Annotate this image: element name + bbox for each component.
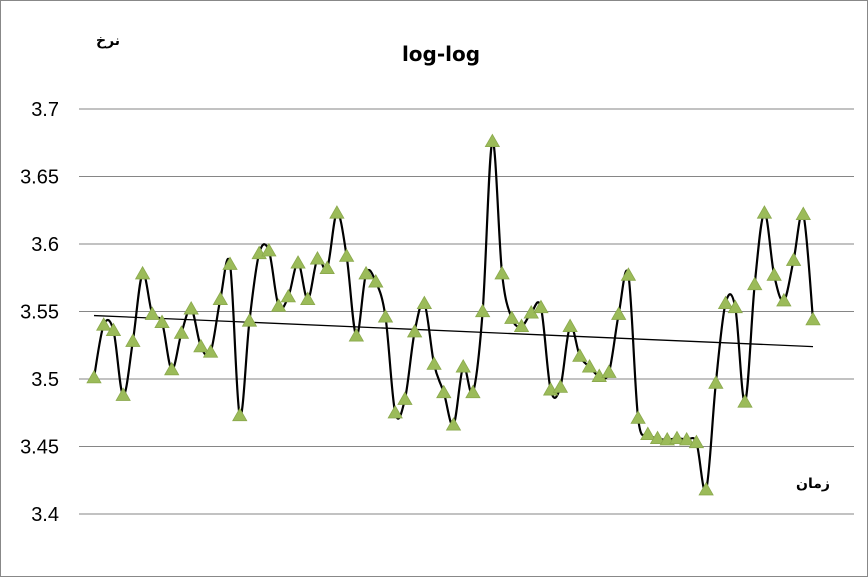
data-point-marker	[232, 407, 248, 422]
data-point-marker	[96, 317, 112, 331]
data-point-marker	[737, 394, 753, 408]
series-markers	[86, 133, 821, 496]
data-point-marker	[270, 298, 287, 312]
data-point-marker	[261, 242, 277, 257]
data-point-marker	[484, 133, 501, 148]
grid-lines	[79, 108, 854, 515]
data-point-marker	[455, 359, 471, 373]
data-point-marker	[300, 291, 316, 306]
data-point-marker	[338, 248, 355, 262]
data-point-marker	[727, 299, 743, 314]
data-point-marker	[756, 205, 773, 219]
data-point-marker	[329, 205, 345, 219]
data-point-marker	[154, 314, 170, 328]
data-point-marker	[105, 322, 122, 337]
chart-title: log-log	[402, 42, 480, 66]
data-point-marker	[319, 260, 335, 274]
data-point-marker	[601, 364, 617, 378]
y-tick-labels: 3.4 3.45 3.5 3.55 3.6 3.65 3.7	[20, 99, 59, 526]
data-point-marker	[173, 325, 190, 339]
trendline-group	[93, 314, 814, 348]
data-point-marker	[708, 375, 724, 389]
data-point-marker	[436, 384, 452, 399]
data-point-marker	[630, 410, 646, 424]
data-point-marker	[387, 404, 403, 419]
data-point-marker	[504, 310, 520, 324]
data-point-marker	[776, 292, 792, 307]
series-line	[92, 140, 815, 493]
data-point-marker	[368, 273, 384, 288]
y-tick-label: 3.45	[20, 437, 59, 459]
y-tick-label: 3.55	[20, 302, 59, 324]
y-tick-label: 3.4	[31, 504, 59, 526]
data-point-marker	[406, 323, 423, 338]
data-point-marker	[309, 251, 326, 265]
data-point-marker	[562, 318, 578, 333]
data-point-marker	[426, 356, 442, 370]
data-point-marker	[688, 434, 705, 449]
data-point-marker	[610, 306, 627, 320]
data-point-marker	[669, 430, 685, 445]
data-point-marker	[533, 299, 549, 314]
data-point-marker	[513, 318, 530, 333]
data-point-marker	[698, 481, 714, 496]
data-point-marker	[416, 295, 433, 310]
y-tick-label: 3.6	[31, 234, 59, 256]
data-point-marker	[572, 348, 588, 362]
data-point-marker	[212, 291, 229, 306]
data-point-marker	[552, 379, 569, 393]
data-point-marker	[358, 265, 374, 280]
data-point-marker	[86, 369, 102, 384]
data-point-marker	[747, 276, 763, 291]
data-point-marker	[785, 252, 802, 266]
data-point-marker	[222, 256, 238, 270]
data-point-marker	[766, 267, 782, 281]
data-point-marker	[717, 295, 734, 310]
data-point-marker	[202, 344, 219, 358]
y-tick-label: 3.65	[20, 167, 59, 189]
data-point-marker	[134, 265, 151, 280]
data-point-marker	[144, 306, 160, 320]
data-point-marker	[348, 327, 365, 342]
data-point-marker	[795, 206, 811, 220]
data-point-marker	[397, 391, 413, 405]
y-tick-label: 3.7	[31, 99, 59, 121]
data-point-marker	[805, 311, 821, 326]
data-point-marker	[280, 288, 297, 303]
data-point-marker	[241, 313, 258, 327]
data-point-marker	[193, 338, 209, 353]
data-point-marker	[640, 426, 656, 441]
data-point-marker	[445, 417, 462, 431]
y-tick-label: 3.5	[31, 369, 59, 391]
data-point-marker	[581, 359, 598, 373]
data-point-marker	[115, 387, 131, 401]
data-point-marker	[465, 384, 481, 399]
data-point-marker	[377, 309, 394, 323]
x-axis-label: زمان	[796, 476, 830, 492]
data-point-marker	[620, 267, 637, 281]
data-point-marker	[649, 430, 666, 445]
trendline	[93, 314, 814, 348]
series-line-group	[92, 140, 815, 493]
data-point-marker	[474, 303, 491, 318]
data-point-marker	[678, 431, 695, 446]
data-point-marker	[125, 333, 141, 347]
data-point-marker	[494, 265, 510, 280]
data-point-marker	[164, 361, 180, 376]
data-point-marker	[183, 300, 199, 315]
y-axis-label: نرخ	[96, 33, 120, 49]
data-point-marker	[290, 255, 306, 269]
